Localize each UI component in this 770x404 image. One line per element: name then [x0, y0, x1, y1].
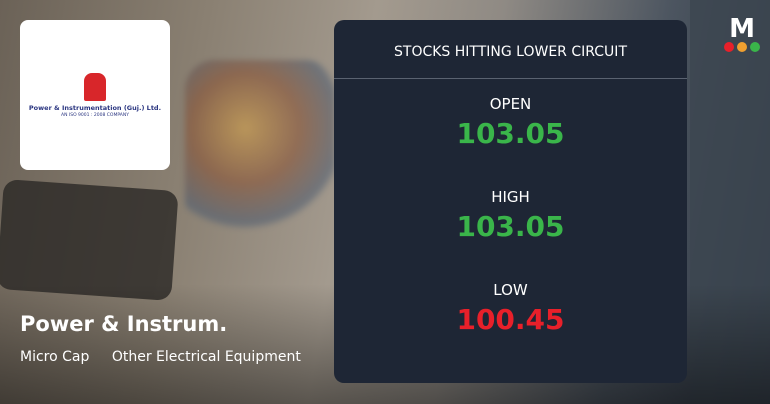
low-label: LOW [493, 281, 528, 299]
logo-subtitle: AN ISO 9001 : 2008 COMPANY [61, 113, 129, 118]
orange-dot-icon [737, 42, 747, 52]
background-chart-screen [690, 0, 770, 404]
green-dot-icon [750, 42, 760, 52]
company-name: Power & Instrum. [20, 312, 228, 336]
logo-name: Power & Instrumentation (Guj.) Ltd. [28, 104, 162, 112]
open-value: 103.05 [456, 117, 565, 150]
low-value: 100.45 [456, 303, 565, 336]
high-value: 103.05 [456, 210, 565, 243]
market-cap-tag: Micro Cap [20, 349, 90, 365]
red-dot-icon [724, 42, 734, 52]
high-label: HIGH [491, 188, 530, 206]
background-phone [0, 179, 179, 301]
brand-letter: M [729, 14, 755, 44]
company-tags: Micro Cap Other Electrical Equipment [20, 349, 319, 365]
sector-tag: Other Electrical Equipment [111, 349, 301, 365]
company-logo: Power & Instrumentation (Guj.) Ltd. AN I… [20, 20, 170, 170]
panel-title: STOCKS HITTING LOWER CIRCUIT [334, 20, 687, 79]
price-panel: STOCKS HITTING LOWER CIRCUIT OPEN 103.05… [334, 20, 687, 383]
open-label: OPEN [489, 95, 532, 113]
brand-logo: M [722, 14, 762, 52]
logo-mark-icon [84, 73, 106, 101]
background-jar [185, 60, 335, 230]
